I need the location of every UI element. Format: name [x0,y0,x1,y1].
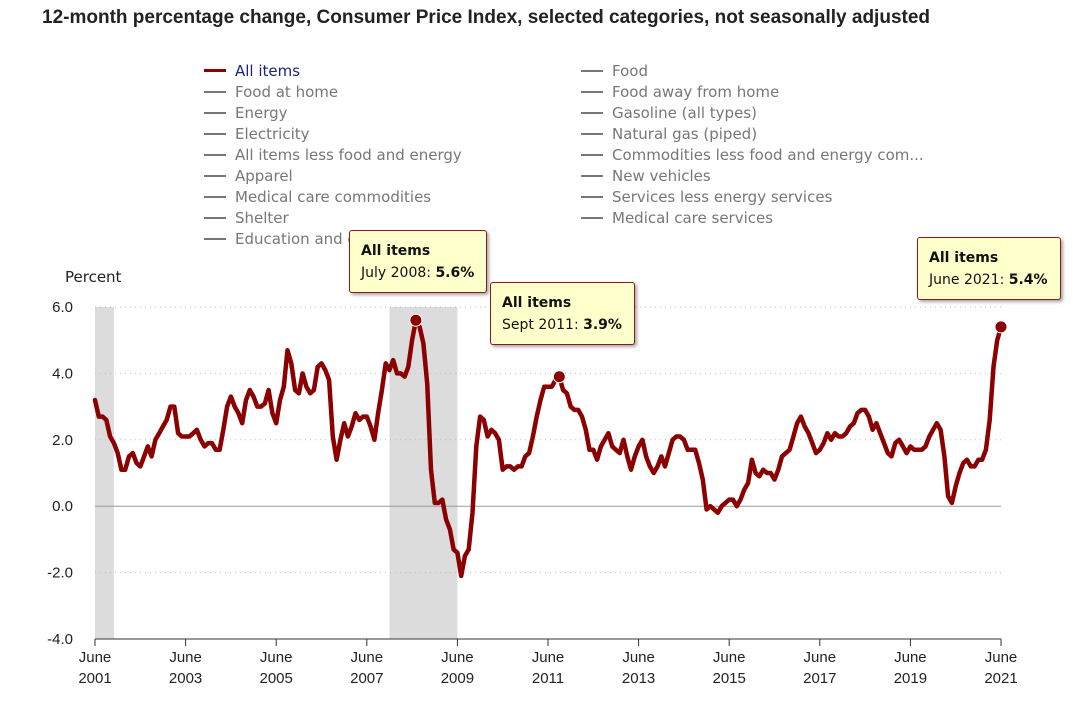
x-tick-label-year: 2019 [894,670,927,687]
highlight-point [552,370,566,384]
callout-value: 5.6% [435,265,475,281]
legend-item-shelter[interactable]: Shelter [204,207,289,228]
legend-label: Shelter [235,208,289,227]
legend-item-new-vehicles[interactable]: New vehicles [581,165,711,186]
y-tick-label: -2.0 [47,565,73,582]
legend-item-natural-gas-piped[interactable]: Natural gas (piped) [581,123,757,144]
legend-label: Services less energy services [612,187,833,206]
legend-label: Food away from home [612,82,780,101]
legend-item-food[interactable]: Food [581,60,648,81]
x-tick-label-year: 2011 [532,670,564,687]
x-tick-label-month: June [351,649,384,666]
callout-label: June 2021: [929,272,1005,288]
callout-value: 3.9% [583,317,622,333]
x-tick-label-year: 2003 [169,670,202,687]
highlight-point [994,320,1008,334]
legend-line-icon [204,195,226,198]
y-axis-label: Percent [65,268,122,286]
legend-item-all-items-less-food-and-energy[interactable]: All items less food and energy [204,144,462,165]
legend-label: All items less food and energy [235,145,462,164]
x-tick-label-month: June [532,649,565,666]
x-tick-label-year: 2017 [803,670,836,687]
highlight-point [409,313,423,327]
legend-item-food-at-home[interactable]: Food at home [204,81,338,102]
legend-label: New vehicles [612,166,711,185]
legend-line-icon [581,195,603,198]
x-tick-label-year: 2005 [260,670,293,687]
recession-band [95,307,114,639]
legend-line-icon [204,174,226,177]
legend-item-all-items[interactable]: All items [204,60,300,81]
legend-line-icon [204,216,226,219]
legend-label: Food [612,61,648,80]
legend-line-icon [204,111,226,114]
legend-label: Medical care commodities [235,187,432,206]
legend-line-icon [581,216,603,219]
legend-label: Apparel [235,166,293,185]
callout-label: Sept 2011: [502,317,579,333]
legend-item-commodities-less-food-and-energy-com[interactable]: Commodities less food and energy com... [581,144,924,165]
series-line-all-items [92,318,1004,579]
x-tick-label-month: June [260,649,293,666]
legend-label: Medical care services [612,208,774,227]
x-tick-label-year: 2007 [350,670,383,687]
x-tick-label-month: June [804,649,837,666]
legend-item-medical-care-services[interactable]: Medical care services [581,207,773,228]
legend-label: All items [235,61,301,80]
legend-label: Education and c [235,229,356,248]
y-tick-label: -4.0 [47,631,73,648]
x-tick-label-month: June [985,649,1018,666]
x-tick-label-month: June [169,649,202,666]
legend-label: Food at home [235,82,339,101]
legend-line-icon [204,132,226,135]
legend-line-icon [204,69,226,72]
y-tick-label: 0.0 [52,498,73,515]
y-tick-label: 6.0 [52,299,73,316]
legend-line-icon [204,237,226,240]
legend-item-electricity[interactable]: Electricity [204,123,310,144]
legend-line-icon [581,90,603,93]
legend-item-education-and-c[interactable]: Education and c [204,228,356,249]
callout-june-2021: All items June 2021: 5.4% [917,237,1061,300]
x-tick-label-month: June [713,649,746,666]
legend-label: Commodities less food and energy com... [612,145,924,164]
legend-item-food-away-from-home[interactable]: Food away from home [581,81,779,102]
callout-title: All items [929,250,999,266]
legend-line-icon [581,132,603,135]
x-tick-label-year: 2021 [984,670,1017,687]
legend-label: Energy [235,103,288,122]
x-tick-label-year: 2001 [78,670,111,687]
x-tick-label-year: 2013 [622,670,655,687]
legend-item-services-less-energy-services[interactable]: Services less energy services [581,186,832,207]
x-tick-label-month: June [622,649,655,666]
legend-label: Electricity [235,124,310,143]
callout-value: 5.4% [1008,272,1048,288]
legend-item-energy[interactable]: Energy [204,102,288,123]
legend-line-icon [581,153,603,156]
x-tick-label-month: June [441,649,474,666]
x-tick-label-month: June [894,649,927,666]
legend-item-apparel[interactable]: Apparel [204,165,293,186]
legend-label: Gasoline (all types) [612,103,757,122]
x-tick-label-year: 2015 [713,670,746,687]
y-tick-label: 4.0 [52,365,73,382]
legend-line-icon [204,90,226,93]
x-tick-label-month: June [79,649,112,666]
legend-line-icon [204,153,226,156]
legend-line-icon [581,111,603,114]
legend-label: Natural gas (piped) [612,124,758,143]
callout-july-2008: All items July 2008: 5.6% [349,230,488,293]
legend-line-icon [581,174,603,177]
legend-line-icon [581,69,603,72]
legend-item-medical-care-commodities[interactable]: Medical care commodities [204,186,431,207]
y-tick-label: 2.0 [52,432,73,449]
x-tick-label-year: 2009 [441,670,474,687]
legend-item-gasoline-all-types[interactable]: Gasoline (all types) [581,102,757,123]
callout-title: All items [502,295,572,311]
chart-title: 12-month percentage change, Consumer Pri… [42,7,931,28]
callout-title: All items [361,243,431,259]
callout-label: July 2008: [361,265,431,281]
callout-sept-2011: All items Sept 2011: 3.9% [490,282,635,345]
